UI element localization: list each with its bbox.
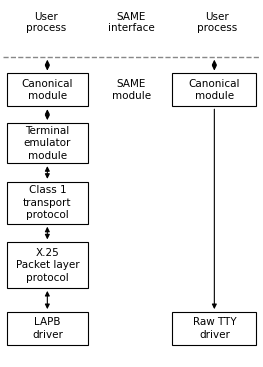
Text: Raw TTY
driver: Raw TTY driver (193, 317, 236, 340)
Text: User
process: User process (26, 12, 66, 33)
Text: SAME
module: SAME module (112, 79, 151, 101)
Bar (172, 73, 256, 106)
Text: Canonical
module: Canonical module (22, 79, 73, 101)
Text: SAME
interface: SAME interface (108, 12, 155, 33)
Text: Canonical
module: Canonical module (189, 79, 240, 101)
Text: Terminal
emulator
module: Terminal emulator module (24, 126, 71, 160)
Text: User
process: User process (197, 12, 237, 33)
Text: X.25
Packet layer
protocol: X.25 Packet layer protocol (16, 248, 79, 283)
Bar (7, 73, 88, 106)
Text: LAPB
driver: LAPB driver (32, 317, 63, 340)
Text: Class 1
transport
protocol: Class 1 transport protocol (23, 185, 72, 220)
Bar (7, 242, 88, 288)
Bar (7, 182, 88, 224)
Bar (7, 312, 88, 345)
Bar (7, 123, 88, 163)
Bar (172, 312, 256, 345)
